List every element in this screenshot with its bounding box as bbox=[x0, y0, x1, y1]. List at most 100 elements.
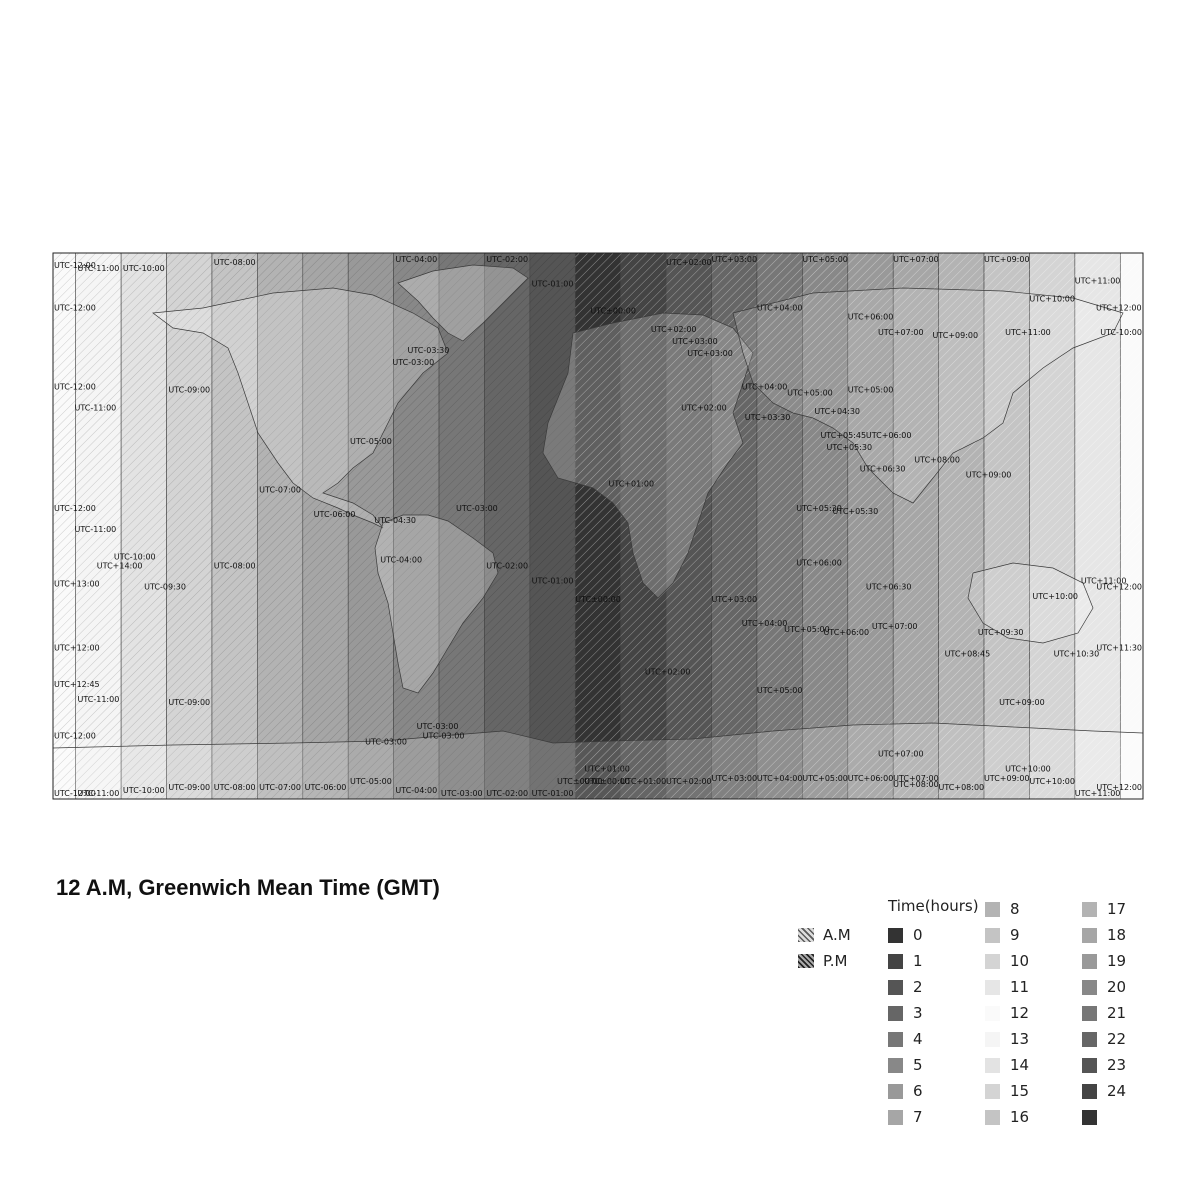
zone-label: UTC+06:30 bbox=[866, 583, 912, 592]
time-legend-label: 16 bbox=[1010, 1108, 1030, 1126]
zone-label: UTC+09:00 bbox=[966, 470, 1012, 479]
pm-hatch-swatch bbox=[798, 954, 814, 968]
zone-label: UTC-04:00 bbox=[395, 786, 437, 795]
time-legend-swatch bbox=[1082, 1109, 1097, 1125]
zone-label: UTC+02:00 bbox=[681, 404, 727, 413]
pm-label: P.M bbox=[823, 952, 848, 970]
am-hatch-overlay bbox=[711, 253, 757, 799]
zone-label: UTC-09:00 bbox=[168, 698, 210, 707]
zone-label: UTC-10:00 bbox=[123, 786, 165, 795]
zone-label: UTC-10:00 bbox=[123, 264, 165, 273]
zone-label: UTC+05:00 bbox=[757, 686, 803, 695]
time-legend-label: 0 bbox=[913, 926, 923, 944]
am-hatch-overlay bbox=[575, 253, 621, 799]
zone-label: UTC-12:00 bbox=[54, 383, 96, 392]
zone-label: UTC±00:00 bbox=[557, 777, 603, 786]
time-legend-item: 16 bbox=[985, 1104, 1029, 1130]
zone-label: UTC+09:00 bbox=[984, 774, 1030, 783]
zone-label: UTC+11:00 bbox=[1005, 328, 1051, 337]
zone-label: UTC-10:00 bbox=[1100, 328, 1142, 337]
zone-label: UTC+10:00 bbox=[1029, 777, 1075, 786]
time-legend-item: 11 bbox=[985, 974, 1029, 1000]
zone-label: UTC-02:00 bbox=[486, 789, 528, 798]
time-legend-label: 18 bbox=[1107, 926, 1127, 944]
am-hatch-swatch bbox=[798, 928, 814, 942]
time-legend-item: 23 bbox=[1082, 1052, 1126, 1078]
am-hatch-overlay bbox=[1074, 253, 1121, 799]
zone-label: UTC+01:00 bbox=[608, 480, 654, 489]
zone-label: UTC+03:00 bbox=[672, 337, 718, 346]
time-legend-label: 10 bbox=[1010, 952, 1030, 970]
time-legend-item: 9 bbox=[985, 922, 1029, 948]
zone-label: UTC-10:00 bbox=[114, 552, 156, 561]
zone-label: UTC-11:00 bbox=[78, 789, 120, 798]
ampm-legend: A.M P.M bbox=[798, 922, 851, 974]
time-legend-label: 7 bbox=[913, 1108, 923, 1126]
time-legend-item: 15 bbox=[985, 1078, 1029, 1104]
time-legend-label: 9 bbox=[1010, 926, 1020, 944]
zone-label: UTC+12:00 bbox=[1096, 304, 1142, 313]
zone-label: UTC+03:00 bbox=[711, 255, 757, 264]
time-legend-label: 19 bbox=[1107, 952, 1127, 970]
pm-hatch-overlay bbox=[257, 253, 303, 799]
time-legend-item: 21 bbox=[1082, 1000, 1126, 1026]
time-legend-item: 4 bbox=[888, 1026, 923, 1052]
zone-label: UTC+07:00 bbox=[878, 328, 924, 337]
zone-label: UTC+07:00 bbox=[878, 750, 924, 759]
time-legend-title: Time(hours) bbox=[888, 897, 979, 915]
zone-label: UTC±00:00 bbox=[575, 595, 621, 604]
zone-label: UTC+04:00 bbox=[742, 619, 788, 628]
time-legend-swatch bbox=[1082, 1083, 1097, 1099]
pm-hatch-overlay bbox=[484, 253, 530, 799]
zone-label: UTC-05:00 bbox=[350, 437, 392, 446]
zone-label: UTC+09:00 bbox=[984, 255, 1030, 264]
time-legend-label: 3 bbox=[913, 1004, 923, 1022]
zone-label: UTC+06:00 bbox=[796, 558, 842, 567]
time-legend-swatch bbox=[985, 901, 1000, 917]
am-hatch-overlay bbox=[756, 253, 803, 799]
time-legend-swatch bbox=[985, 927, 1000, 943]
time-legend-swatch bbox=[888, 1031, 903, 1047]
zone-label: UTC+04:00 bbox=[757, 304, 803, 313]
time-legend-label: 15 bbox=[1010, 1082, 1030, 1100]
zone-label: UTC-04:30 bbox=[374, 516, 416, 525]
zone-label: UTC-03:00 bbox=[365, 737, 407, 746]
zone-label: UTC-07:00 bbox=[259, 783, 301, 792]
pm-hatch-overlay bbox=[302, 253, 349, 799]
zone-label: UTC+09:30 bbox=[978, 628, 1024, 637]
map-frame bbox=[52, 252, 1144, 800]
zone-label: UTC-05:00 bbox=[350, 777, 392, 786]
time-legend-label: 1 bbox=[913, 952, 923, 970]
zone-label: UTC+12:00 bbox=[1096, 783, 1142, 792]
time-legend-swatch bbox=[888, 1083, 903, 1099]
zone-label: UTC+09:00 bbox=[999, 698, 1045, 707]
zone-label: UTC+04:00 bbox=[757, 774, 803, 783]
zone-label: UTC-12:00 bbox=[54, 261, 96, 270]
zone-label: UTC+11:00 bbox=[1081, 577, 1127, 586]
zone-label: UTC+07:00 bbox=[872, 622, 918, 631]
am-hatch-overlay bbox=[984, 253, 1030, 799]
time-legend-swatch bbox=[888, 1057, 903, 1073]
zone-label: UTC-02:00 bbox=[486, 255, 528, 264]
time-legend-label: 21 bbox=[1107, 1004, 1127, 1022]
zone-label: UTC-12:00 bbox=[54, 731, 96, 740]
time-legend-item: 2 bbox=[888, 974, 923, 1000]
am-hatch-overlay bbox=[666, 253, 712, 799]
zone-label: UTC-08:00 bbox=[214, 783, 256, 792]
zone-label: UTC-11:00 bbox=[74, 525, 116, 534]
zone-label: UTC+12:00 bbox=[54, 643, 100, 652]
time-legend-item: 1 bbox=[888, 948, 923, 974]
zone-label: UTC+05:45 bbox=[820, 431, 866, 440]
time-legend-item: 22 bbox=[1082, 1026, 1126, 1052]
time-legend-swatch bbox=[888, 979, 903, 995]
landmass-greenland bbox=[397, 264, 529, 342]
pm-hatch-overlay bbox=[53, 253, 76, 799]
zone-label: UTC+07:00 bbox=[893, 255, 939, 264]
time-legend-label: 13 bbox=[1010, 1030, 1030, 1048]
time-legend-item: 19 bbox=[1082, 948, 1126, 974]
zone-label: UTC-12:00 bbox=[54, 304, 96, 313]
time-legend-swatch bbox=[985, 1005, 1000, 1021]
time-legend-swatch bbox=[985, 1057, 1000, 1073]
zone-label: UTC+11:30 bbox=[1096, 643, 1142, 652]
time-legend-swatch bbox=[1082, 979, 1097, 995]
